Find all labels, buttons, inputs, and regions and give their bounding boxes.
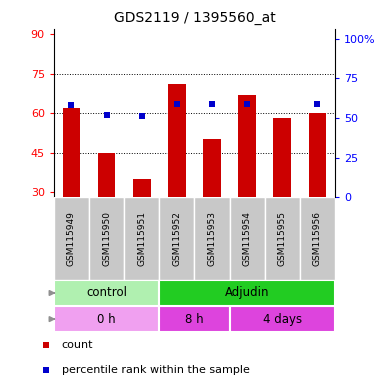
Bar — [133, 179, 151, 197]
Text: GSM115952: GSM115952 — [172, 211, 181, 266]
Text: GSM115953: GSM115953 — [208, 211, 216, 266]
Bar — [229, 306, 335, 332]
Text: control: control — [86, 286, 127, 300]
Text: GSM115951: GSM115951 — [137, 211, 146, 266]
Text: GSM115950: GSM115950 — [102, 211, 111, 266]
Bar — [159, 280, 335, 306]
Bar — [124, 197, 159, 280]
Bar — [229, 197, 265, 280]
Text: 4 days: 4 days — [263, 313, 302, 326]
Bar — [309, 113, 326, 197]
Bar — [238, 94, 256, 197]
Text: Adjudin: Adjudin — [225, 286, 270, 300]
Bar — [300, 197, 335, 280]
Bar — [54, 306, 159, 332]
Bar — [273, 118, 291, 197]
Bar — [89, 197, 124, 280]
Bar — [54, 280, 159, 306]
Bar — [168, 84, 186, 197]
Text: percentile rank within the sample: percentile rank within the sample — [62, 365, 249, 375]
Text: GSM115949: GSM115949 — [67, 211, 76, 266]
Bar — [159, 197, 194, 280]
Bar — [203, 139, 221, 197]
Text: 8 h: 8 h — [185, 313, 204, 326]
Bar — [54, 197, 89, 280]
Bar — [194, 197, 229, 280]
Text: GSM115954: GSM115954 — [243, 211, 252, 266]
Text: 0 h: 0 h — [97, 313, 116, 326]
Text: GSM115955: GSM115955 — [278, 211, 287, 266]
Bar — [98, 152, 116, 197]
Bar — [159, 306, 229, 332]
Bar — [63, 108, 80, 197]
Bar — [264, 197, 300, 280]
Text: count: count — [62, 339, 93, 350]
Text: GSM115956: GSM115956 — [313, 211, 322, 266]
Title: GDS2119 / 1395560_at: GDS2119 / 1395560_at — [114, 11, 275, 25]
